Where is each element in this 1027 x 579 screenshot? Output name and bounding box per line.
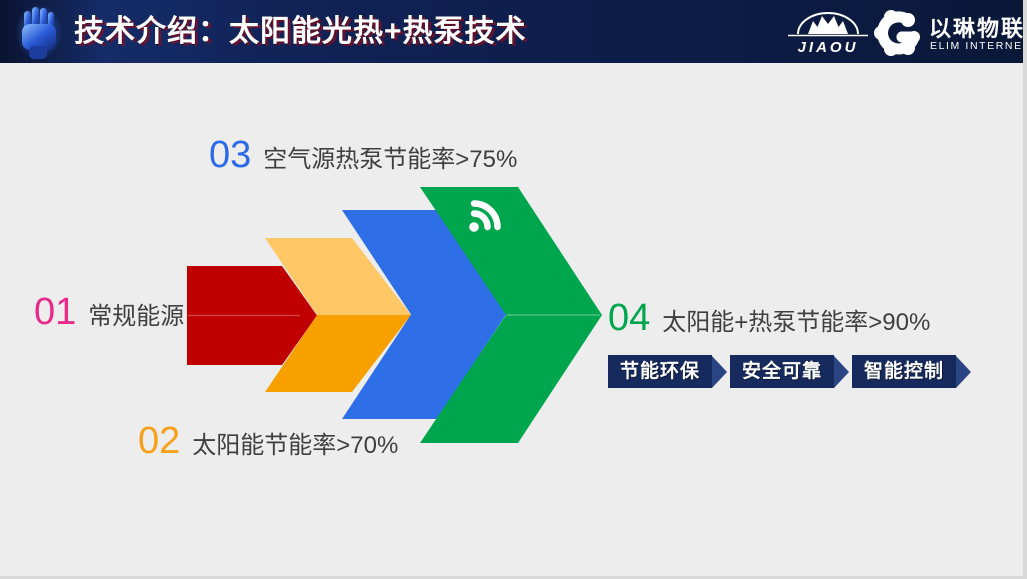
arrow-heat-pump — [342, 210, 506, 419]
step-3-number: 03 — [209, 134, 252, 176]
badge-safety-label: 安全可靠 — [730, 355, 835, 388]
step-1-number: 01 — [34, 291, 77, 333]
step-4: 04 太阳能+热泵节能率>90% — [608, 299, 930, 337]
window-edge-bottom — [0, 576, 1027, 579]
header-bar: 技术介绍：太阳能光热+热泵技术 JIAOU — [0, 0, 1027, 63]
badge-smart-control-label: 智能控制 — [852, 355, 957, 388]
step-1: 01 常规能源 — [34, 293, 184, 331]
elim-logo-en-text: ELIM INTERNET — [930, 40, 1027, 52]
elim-logo-cn-text: 以琳物联 — [929, 16, 1026, 41]
jiaou-logo: JIAOU — [786, 7, 870, 57]
step-2-label: 太阳能节能率>70% — [192, 432, 399, 459]
arrow-solar-heat-pump — [420, 187, 602, 443]
step-4-label: 太阳能+热泵节能率>90% — [662, 309, 931, 336]
step-3: 03 空气源热泵节能率>75% — [209, 136, 517, 174]
badge-arrow-tip — [834, 355, 850, 388]
step-2: 02 太阳能节能率>70% — [138, 422, 398, 460]
fist-icon — [14, 2, 64, 61]
badge-safety: 安全可靠 — [730, 355, 850, 388]
badge-energy-saving-label: 节能环保 — [608, 355, 713, 388]
step-1-label: 常规能源 — [88, 303, 185, 330]
badge-arrow-tip — [956, 355, 972, 388]
step-3-label: 空气源热泵节能率>75% — [263, 146, 518, 173]
step-2-number: 02 — [138, 420, 181, 462]
elim-g-icon — [872, 6, 924, 58]
badge-arrow-tip — [712, 355, 728, 388]
arrow-solar-bottom — [265, 315, 411, 392]
badge-smart-control: 智能控制 — [852, 355, 972, 388]
feature-badges: 节能环保 安全可靠 智能控制 — [608, 355, 974, 388]
step-4-number: 04 — [608, 297, 651, 339]
arrow-solar-top — [265, 238, 411, 315]
jiaou-crown-icon — [788, 12, 868, 37]
window-edge-right — [1023, 0, 1027, 579]
badge-energy-saving: 节能环保 — [608, 355, 728, 388]
wifi-signal-icon — [469, 200, 501, 232]
slide-title: 技术介绍：太阳能光热+热泵技术 — [74, 15, 527, 48]
arrow-conventional-energy — [187, 266, 317, 365]
jiaou-logo-text: JIAOU — [797, 39, 859, 56]
